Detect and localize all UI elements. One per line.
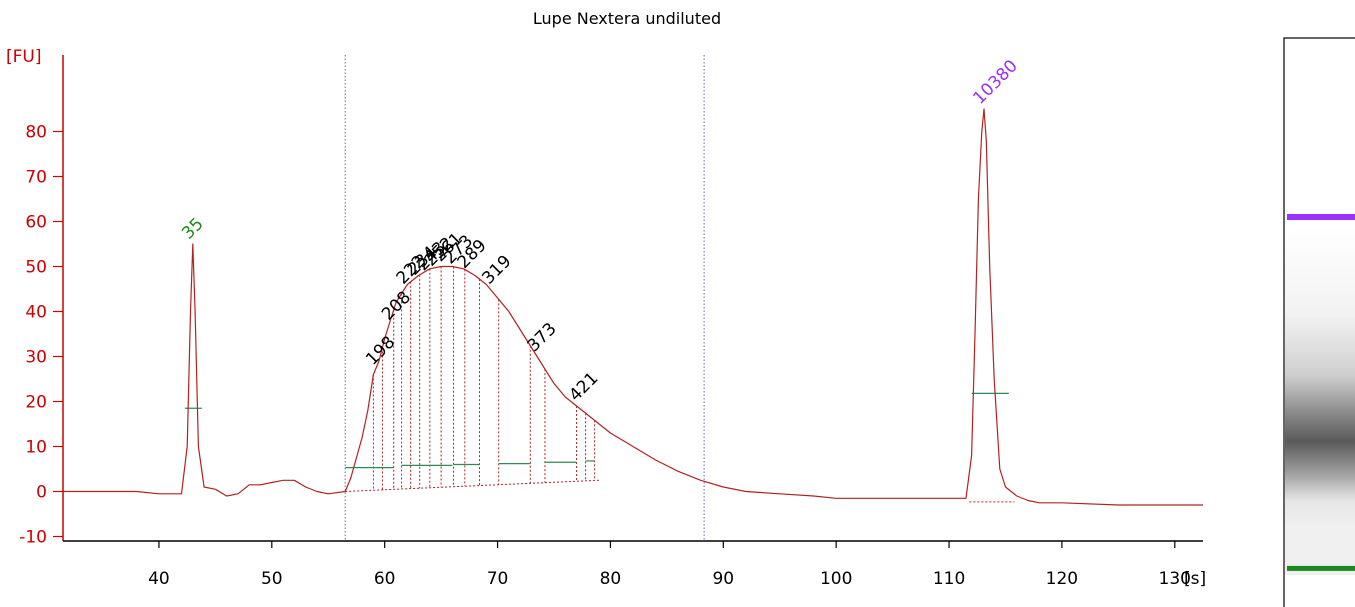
y-tick-label: 40: [25, 303, 47, 323]
y-tick-label: 50: [25, 258, 47, 278]
y-tick-label: 70: [25, 168, 47, 188]
x-axis-unit-label: [s]: [1184, 569, 1206, 589]
x-tick-label: 90: [712, 569, 734, 589]
peak-label: 208: [378, 287, 415, 324]
peak-label: 421: [565, 368, 602, 405]
x-tick-label: 110: [933, 569, 965, 589]
peak-labels: 3510380198208222234243252261273289319373…: [178, 56, 1022, 405]
peak-label: 10380: [969, 56, 1021, 108]
x-tick-label: 40: [148, 569, 170, 589]
x-tick-label: 50: [261, 569, 283, 589]
x-tick-label: 100: [820, 569, 852, 589]
x-tick-label: 60: [374, 569, 396, 589]
x-tick-label: 70: [487, 569, 509, 589]
y-tick-label: -10: [19, 528, 47, 548]
y-axis-unit-label: [FU]: [6, 47, 42, 67]
plot-area: [63, 55, 1203, 541]
sample-baseline-line: [345, 479, 600, 492]
y-tick-label: 80: [25, 123, 47, 143]
chart-title: Lupe Nextera undiluted: [533, 9, 721, 28]
y-tick-label: 30: [25, 348, 47, 368]
y-tick-label: 20: [25, 393, 47, 413]
gel-lower-marker-band: [1287, 565, 1355, 571]
x-tick-label: 120: [1046, 569, 1078, 589]
peak-label: 373: [524, 319, 561, 356]
gel-upper-marker-band: [1287, 214, 1355, 220]
x-axis-ticks: 40 50 60 70 80 90 100 110 120 130: [148, 541, 1191, 589]
x-tick-label: 80: [600, 569, 622, 589]
y-tick-label: 10: [25, 438, 47, 458]
electropherogram-trace: [63, 108, 1203, 506]
x-tick-label: 130: [1159, 569, 1191, 589]
y-axis-ticks: -10 0 10 20 30 40 50 60 70 80: [19, 123, 63, 548]
y-tick-label: 0: [36, 483, 47, 503]
gel-lane-smear: [1285, 225, 1355, 525]
peak-label: 35: [178, 214, 207, 243]
y-tick-label: 60: [25, 213, 47, 233]
gel-lane: [1283, 37, 1355, 607]
